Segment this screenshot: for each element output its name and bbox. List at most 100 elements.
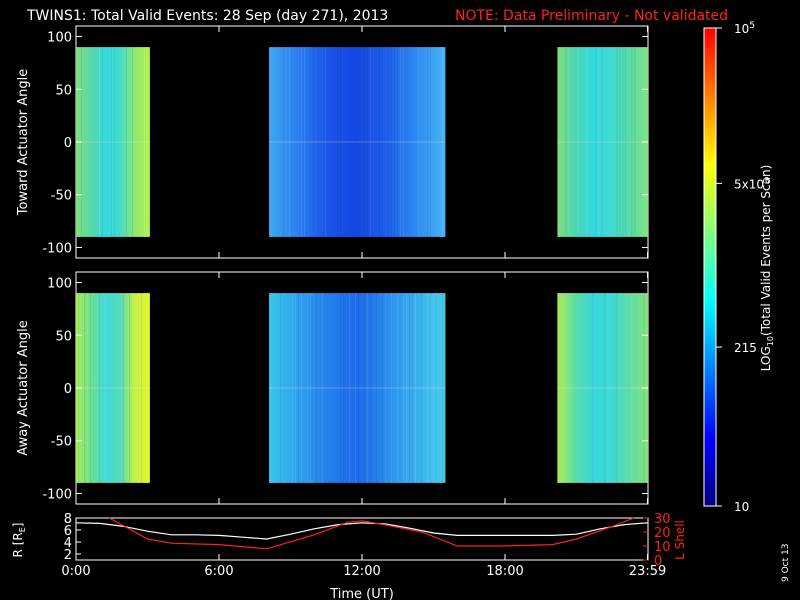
away-block-1	[269, 293, 446, 483]
l-shell-ytick-label: 0	[654, 554, 662, 569]
away-block-2	[557, 293, 648, 483]
r-ytick-label: 2	[64, 548, 72, 563]
away-streak	[87, 293, 88, 483]
toward-streak	[132, 47, 133, 237]
away-streak	[382, 293, 384, 483]
toward-ytick-label: 50	[55, 83, 72, 98]
toward-streak	[337, 47, 339, 237]
away-ytick-label: 100	[47, 277, 72, 292]
toward-streak	[622, 47, 624, 237]
toward-streak	[364, 47, 366, 237]
away-streak	[631, 293, 633, 483]
r-distance-line	[75, 522, 649, 540]
time-xtick-label: 6:00	[204, 564, 233, 579]
away-streak	[292, 293, 294, 483]
toward-streak	[340, 47, 342, 237]
time-xtick-label: 0:00	[61, 564, 90, 579]
away-streak	[141, 293, 142, 483]
toward-streak	[379, 47, 381, 237]
toward-streak	[427, 47, 429, 237]
time-xtick-label: 23:59	[629, 564, 666, 579]
away-streak	[367, 293, 369, 483]
time-xtick-label: 18:00	[486, 564, 523, 579]
toward-streak	[418, 47, 420, 237]
away-streak	[415, 293, 417, 483]
r-ytick-label: 8	[64, 512, 72, 527]
away-streak	[316, 293, 318, 483]
away-streak	[625, 293, 627, 483]
away-streak	[280, 293, 282, 483]
toward-streak	[370, 47, 372, 237]
away-panel: 100 50 0 -50 -100 Away Actuator Angle	[16, 271, 649, 505]
away-streak	[310, 293, 312, 483]
toward-streak	[595, 47, 597, 237]
toward-block-texture-1	[283, 47, 444, 237]
away-streak	[355, 293, 357, 483]
l-shell-ytick-label: 30	[654, 512, 671, 527]
toward-streak	[144, 47, 145, 237]
toward-ytick-label: 100	[47, 31, 72, 46]
l-shell-line	[109, 517, 634, 550]
toward-streak	[442, 47, 444, 237]
away-streak	[301, 293, 303, 483]
away-ytick-label: -100	[42, 487, 72, 502]
away-streak	[604, 293, 606, 483]
toward-streak	[367, 47, 369, 237]
colorbar-label: LOG10(Total Valid Events per Scan)	[759, 165, 775, 372]
toward-streak	[111, 47, 112, 237]
away-streak	[343, 293, 345, 483]
toward-axis-label: Toward Actuator Angle	[16, 69, 31, 216]
away-streak	[349, 293, 351, 483]
toward-ytick-label: 0	[64, 136, 72, 151]
toward-streak	[391, 47, 393, 237]
l-shell-axis-label: L Shell	[673, 520, 687, 560]
away-streak	[376, 293, 378, 483]
toward-ytick-label: -50	[51, 189, 72, 204]
toward-block-2	[557, 47, 648, 237]
away-streak	[406, 293, 408, 483]
away-streak	[385, 293, 387, 483]
toward-streak	[403, 47, 405, 237]
colorbar-scale	[703, 27, 717, 507]
toward-block-1	[269, 47, 446, 237]
away-streak	[619, 293, 621, 483]
toward-streak	[397, 47, 399, 237]
away-streak	[298, 293, 300, 483]
away-axis-label: Away Actuator Angle	[16, 320, 31, 455]
toward-streak	[283, 47, 285, 237]
toward-streak	[114, 47, 115, 237]
l-shell-ytick-label: 20	[654, 526, 671, 541]
toward-streak	[631, 47, 633, 237]
toward-streak	[568, 47, 570, 237]
away-streak	[409, 293, 411, 483]
away-ytick-label: -50	[51, 435, 72, 450]
toward-streak	[577, 47, 579, 237]
away-streak	[610, 293, 612, 483]
toward-streak	[394, 47, 396, 237]
toward-streak	[388, 47, 390, 237]
r-ytick-label: 6	[64, 524, 72, 539]
toward-ytick-label: -100	[42, 241, 72, 256]
toward-streak	[147, 47, 148, 237]
r-ytick-label: 4	[64, 536, 72, 551]
toward-block-0	[76, 47, 150, 237]
away-ytick-label: 0	[64, 382, 72, 397]
away-streak	[427, 293, 429, 483]
toward-streak	[586, 47, 588, 237]
away-streak	[84, 293, 85, 483]
date-stamp: 9 Oct 13	[781, 544, 791, 582]
away-streak	[99, 293, 100, 483]
colorbar-tick-label: 5x103	[734, 176, 770, 191]
toward-panel: 100 50 0 -50 -100 Toward Actuator Angle	[16, 25, 649, 259]
toward-streak	[601, 47, 603, 237]
preliminary-note: NOTE: Data Preliminary - Not validated	[455, 8, 728, 24]
toward-streak	[289, 47, 291, 237]
toward-streak	[400, 47, 402, 237]
toward-streak	[325, 47, 327, 237]
away-streak	[370, 293, 372, 483]
figure-title: TWINS1: Total Valid Events: 28 Sep (day …	[26, 8, 388, 24]
away-streak	[442, 293, 444, 483]
time-xtick-label: 12:00	[343, 564, 380, 579]
